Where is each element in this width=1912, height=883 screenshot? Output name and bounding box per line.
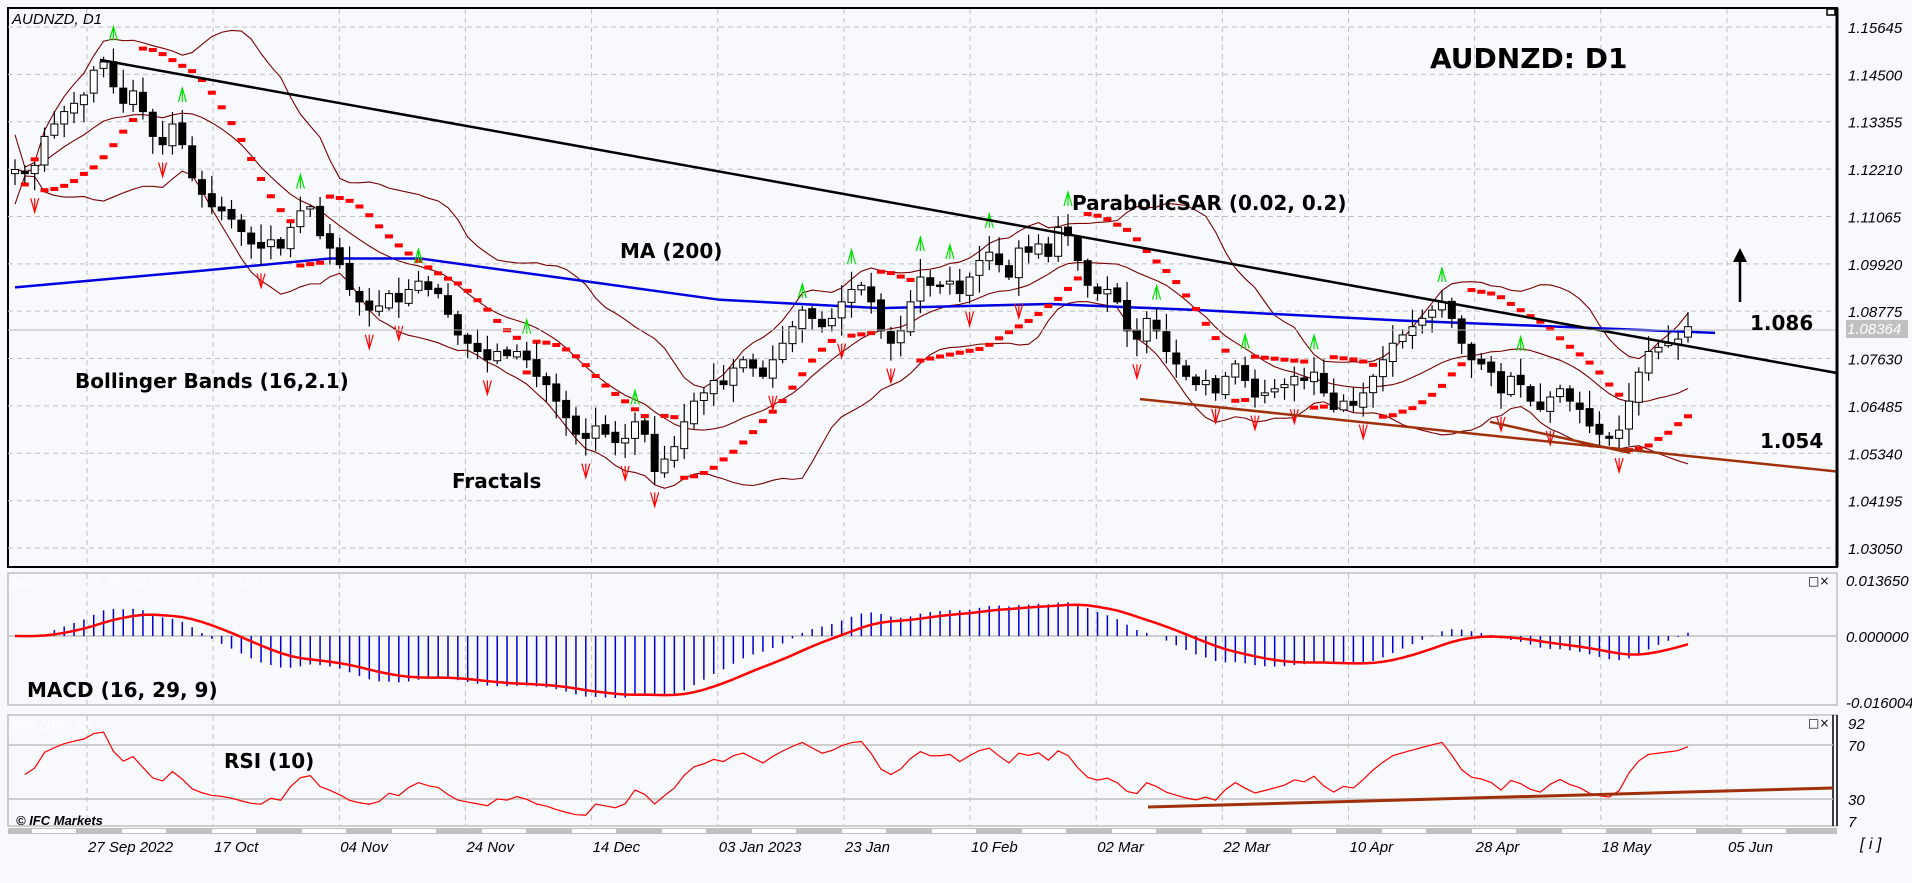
ma-label: MA (200) [620,239,722,263]
price-tick: 1.09920 [1848,257,1903,274]
copyright: © IFC Markets [16,813,103,828]
ma-200-line [14,257,1716,335]
date-tick: 28 Apr [1475,839,1521,856]
date-tick: 10 Feb [971,839,1018,856]
date-axis: 27 Sep 2022 17 Oct 04 Nov 24 Nov 14 Dec 03 Ja… [87,839,1773,856]
parabolic-sar-label: ParabolicSAR (0.02, 0.2) [1072,191,1346,215]
macd-signal-line [14,603,1689,697]
current-price-badge [1846,320,1908,338]
price-tick: 1.04195 [1848,494,1903,511]
info-button[interactable]: [ i ] [1860,836,1882,853]
price-tick: 1.06485 [1848,399,1903,416]
macd-grid [86,574,1728,704]
date-tick: 04 Nov [340,839,389,856]
date-tick: 23 Jan [844,839,890,856]
fractal-markers [30,24,1624,509]
price-tick: 1.14500 [1848,67,1903,84]
rsi-tick-7: 7 [1848,814,1857,831]
rsi-header: RSI (10) : 66 [12,717,92,733]
price-tick: 1.07630 [1848,352,1903,369]
date-tick: 05 Jun [1728,839,1773,856]
price-tick: 1.15645 [1848,20,1903,37]
rsi-line [24,731,1689,816]
price-tick: 1.05340 [1848,446,1903,463]
rsi-pane[interactable]: RSI (10) : 66 RSI (10) © IFC Markets 92 … [7,714,1865,831]
price-tick: 1.03050 [1848,541,1903,558]
date-tick: 17 Oct [214,839,259,856]
support-2-trendline[interactable] [1489,420,1631,455]
rsi-trendline[interactable] [1147,786,1834,809]
date-tick: 10 Apr [1350,839,1395,856]
date-tick: 18 May [1602,839,1653,856]
chart-title: AUDNZD: D1 [1430,42,1627,75]
level-up-label: 1.086 [1750,311,1813,335]
rsi-pane-maximize-button[interactable]: □× [1808,716,1830,730]
horizontal-scrollbar[interactable] [8,828,1837,834]
macd-tick-top: 0.013650 [1846,573,1909,590]
price-tick: 1.12210 [1848,162,1903,179]
date-tick: 24 Nov [465,839,515,856]
macd-label: MACD (16, 29, 9) [27,678,218,702]
fractals-label: Fractals [452,469,541,493]
current-price-value: 1.08364 [1847,321,1901,338]
date-tick: 02 Mar [1097,839,1145,856]
resistance-trendline[interactable] [99,58,1838,375]
price-axis[interactable]: 1.15645 1.14500 1.13355 1.12210 1.11065 1.099… [1826,8,1908,567]
trendlines[interactable] [99,58,1838,473]
level-down-label: 1.054 [1760,429,1823,453]
rsi-label: RSI (10) [224,749,314,773]
bollinger-label: Bollinger Bands (16,2.1) [75,369,349,393]
symbol-timeframe: AUDNZD, D1 [11,11,102,28]
price-tick: 1.11065 [1848,209,1902,226]
price-grid [8,9,1837,566]
macd-tick-bottom: -0.016004 [1846,695,1912,712]
macd-pane-maximize-button[interactable]: □× [1808,574,1830,588]
date-tick: 14 Dec [593,839,641,856]
rsi-tick-30: 30 [1848,792,1865,809]
price-tick: 1.13355 [1848,115,1903,132]
rsi-tick-70: 70 [1848,738,1865,755]
macd-tick-zero: 0.000000 [1846,629,1909,646]
up-arrow-icon [1733,248,1747,302]
rsi-grid [86,716,1728,825]
price-tick: 1.08775 [1848,304,1903,321]
rsi-tick-92: 92 [1848,716,1865,733]
macd-pane[interactable]: MACD (12, 26, 9) : -0.000571, -0.003167 … [7,572,1912,712]
support-1-trendline[interactable] [1139,397,1838,473]
date-tick: 03 Jan 2023 [719,839,802,856]
macd-header: MACD (12, 26, 9) : -0.000571, -0.003167 [12,575,268,591]
date-tick: 22 Mar [1222,839,1271,856]
maximize-icon[interactable] [1826,8,1836,16]
price-pane[interactable]: AUDNZD, D1 AUDNZD: D1 ParabolicSAR (0.02… [7,7,1838,568]
candlesticks [11,48,1692,485]
date-tick: 27 Sep 2022 [87,839,174,856]
